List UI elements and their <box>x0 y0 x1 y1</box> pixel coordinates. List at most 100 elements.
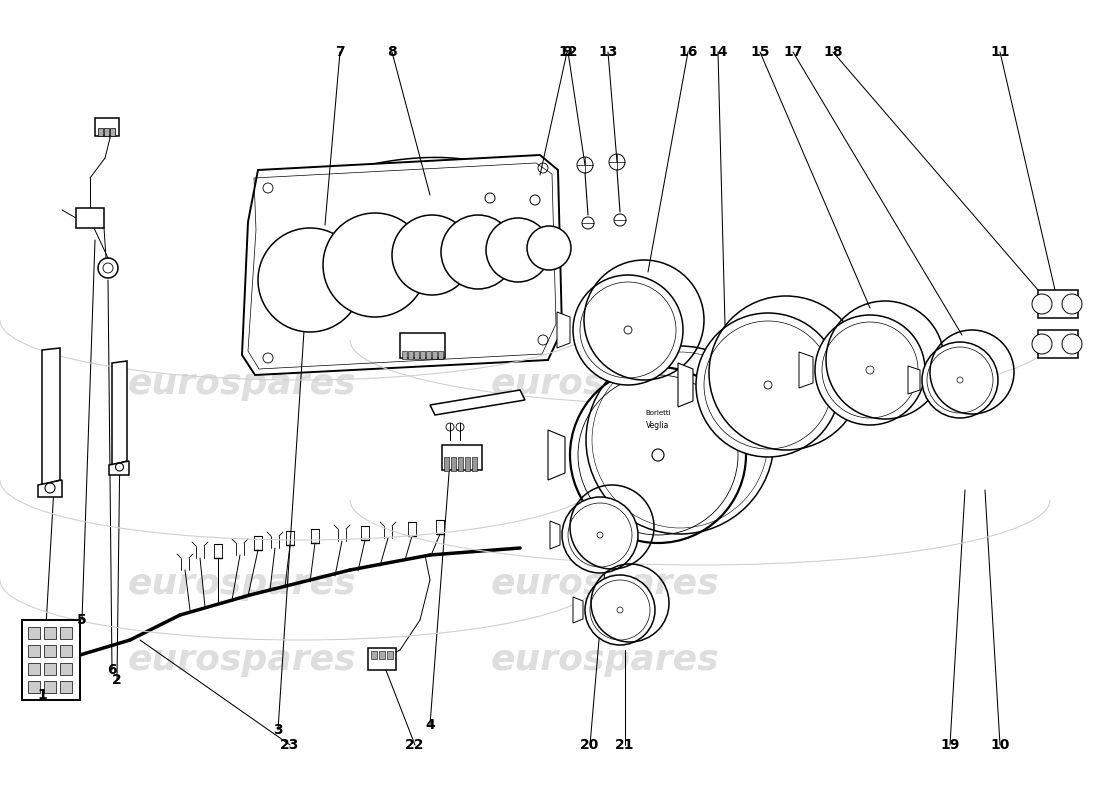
Text: eurospares: eurospares <box>491 643 719 677</box>
Circle shape <box>866 366 874 374</box>
Circle shape <box>527 226 571 270</box>
Polygon shape <box>109 461 129 475</box>
Text: eurospares: eurospares <box>491 367 719 401</box>
Polygon shape <box>430 390 525 415</box>
Bar <box>465 457 470 471</box>
Text: 9: 9 <box>562 45 572 59</box>
Text: 15: 15 <box>750 45 770 59</box>
Circle shape <box>562 497 638 573</box>
Bar <box>95 118 119 136</box>
Bar <box>28 645 40 657</box>
Circle shape <box>258 228 362 332</box>
Bar <box>22 620 80 700</box>
Bar <box>472 457 477 471</box>
Circle shape <box>392 215 472 295</box>
Bar <box>432 351 437 359</box>
Bar <box>420 351 425 359</box>
Bar <box>414 351 419 359</box>
Bar <box>110 128 115 136</box>
Polygon shape <box>573 597 583 623</box>
Polygon shape <box>550 521 560 549</box>
Text: 6: 6 <box>107 663 117 677</box>
Text: Veglia: Veglia <box>647 421 670 430</box>
Polygon shape <box>260 158 520 244</box>
Bar <box>60 645 72 657</box>
Circle shape <box>1032 334 1052 354</box>
Text: 18: 18 <box>823 45 843 59</box>
Circle shape <box>617 607 623 613</box>
Text: 2: 2 <box>112 673 122 687</box>
Circle shape <box>1062 334 1082 354</box>
Bar <box>44 627 56 639</box>
Polygon shape <box>39 480 62 497</box>
Bar <box>368 648 396 670</box>
Bar <box>60 627 72 639</box>
Circle shape <box>1032 294 1052 314</box>
Circle shape <box>696 313 840 457</box>
Bar <box>104 128 109 136</box>
Polygon shape <box>42 348 60 485</box>
Bar <box>28 663 40 675</box>
Circle shape <box>573 275 683 385</box>
Circle shape <box>597 532 603 538</box>
Bar <box>458 457 463 471</box>
Circle shape <box>922 342 998 418</box>
Bar <box>400 333 446 358</box>
Text: Borletti: Borletti <box>646 410 671 416</box>
Text: 1: 1 <box>37 688 47 702</box>
Bar <box>60 681 72 693</box>
Text: 21: 21 <box>615 738 635 752</box>
Circle shape <box>1062 294 1082 314</box>
Polygon shape <box>557 312 570 348</box>
Text: 3: 3 <box>273 723 283 737</box>
Bar <box>442 445 482 470</box>
Bar <box>408 351 412 359</box>
Text: 14: 14 <box>708 45 728 59</box>
Text: 12: 12 <box>558 45 578 59</box>
Bar <box>387 651 393 659</box>
Bar <box>44 681 56 693</box>
Text: 22: 22 <box>405 738 425 752</box>
Circle shape <box>570 367 746 543</box>
Text: 7: 7 <box>336 45 344 59</box>
Text: eurospares: eurospares <box>128 643 356 677</box>
Text: 5: 5 <box>77 613 87 627</box>
Bar <box>28 627 40 639</box>
Bar <box>44 663 56 675</box>
Circle shape <box>957 377 962 383</box>
Bar <box>28 681 40 693</box>
Bar <box>60 663 72 675</box>
Text: 10: 10 <box>990 738 1010 752</box>
Polygon shape <box>112 361 126 465</box>
Text: 23: 23 <box>280 738 299 752</box>
Bar <box>76 208 104 228</box>
Bar <box>1038 290 1078 318</box>
Text: 19: 19 <box>940 738 959 752</box>
Text: 8: 8 <box>387 45 397 59</box>
Text: 17: 17 <box>783 45 803 59</box>
Polygon shape <box>799 352 813 388</box>
Bar <box>444 457 449 471</box>
Polygon shape <box>548 430 565 480</box>
Bar <box>1038 330 1078 358</box>
Text: 20: 20 <box>581 738 600 752</box>
Bar <box>438 351 443 359</box>
Circle shape <box>815 315 925 425</box>
Circle shape <box>323 213 427 317</box>
Bar <box>371 651 377 659</box>
Text: 4: 4 <box>425 718 435 732</box>
Text: 11: 11 <box>990 45 1010 59</box>
Bar <box>379 651 385 659</box>
Circle shape <box>652 449 664 461</box>
Bar <box>402 351 407 359</box>
Text: eurospares: eurospares <box>128 567 356 601</box>
Text: 13: 13 <box>598 45 618 59</box>
Text: eurospares: eurospares <box>491 567 719 601</box>
Circle shape <box>585 575 654 645</box>
Polygon shape <box>908 366 920 394</box>
Polygon shape <box>242 155 562 375</box>
Bar <box>98 128 103 136</box>
Circle shape <box>441 215 515 289</box>
Circle shape <box>624 326 632 334</box>
Polygon shape <box>678 363 693 407</box>
